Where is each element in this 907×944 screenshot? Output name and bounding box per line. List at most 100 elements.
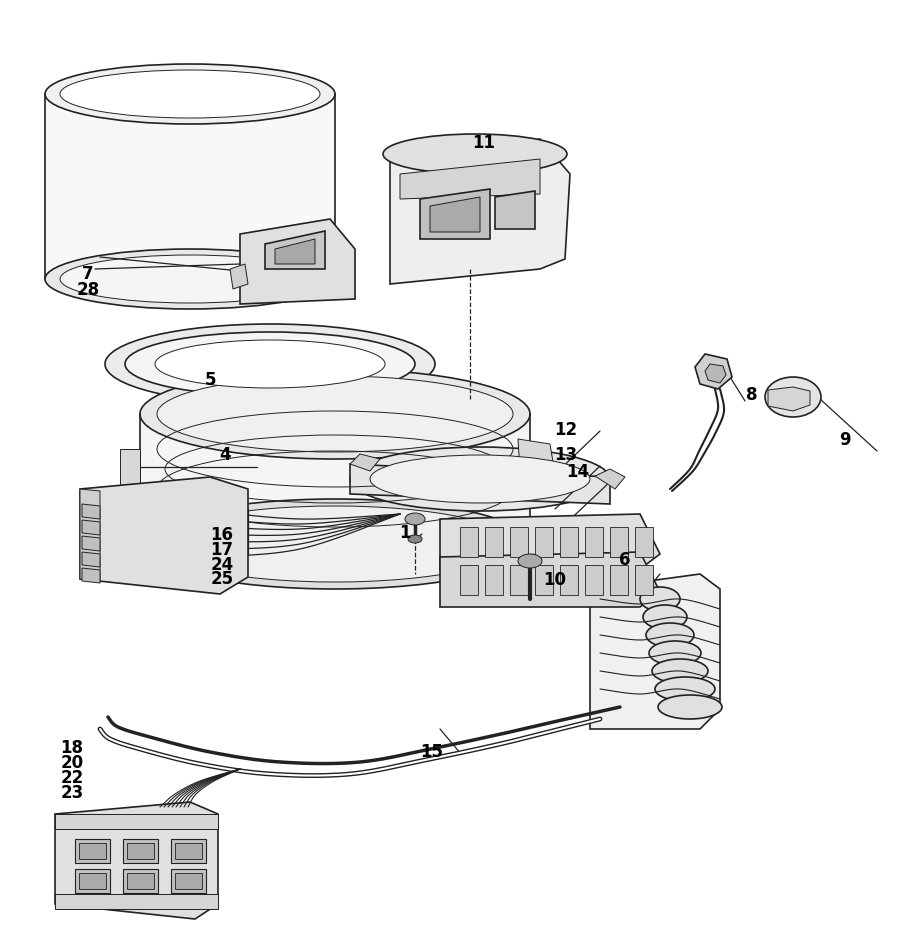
Text: 6: 6: [619, 550, 630, 568]
Text: 18: 18: [61, 738, 83, 756]
Ellipse shape: [765, 378, 821, 417]
Ellipse shape: [350, 447, 610, 512]
Ellipse shape: [655, 677, 715, 701]
Ellipse shape: [405, 514, 425, 526]
Polygon shape: [275, 240, 315, 264]
Text: 1: 1: [399, 523, 411, 542]
Ellipse shape: [383, 135, 567, 175]
Ellipse shape: [370, 456, 590, 503]
Text: 23: 23: [61, 784, 83, 801]
Polygon shape: [460, 528, 478, 557]
Polygon shape: [590, 574, 720, 729]
Text: 7: 7: [83, 264, 93, 282]
Polygon shape: [230, 264, 248, 290]
Polygon shape: [82, 536, 100, 551]
Polygon shape: [485, 528, 503, 557]
Polygon shape: [460, 565, 478, 596]
Polygon shape: [123, 839, 158, 863]
Ellipse shape: [408, 535, 422, 544]
Ellipse shape: [45, 65, 335, 125]
Ellipse shape: [140, 370, 530, 460]
Text: 4: 4: [219, 446, 230, 464]
Polygon shape: [495, 192, 535, 229]
Ellipse shape: [157, 507, 513, 582]
Polygon shape: [55, 814, 218, 829]
Ellipse shape: [658, 696, 722, 719]
Polygon shape: [485, 565, 503, 596]
Polygon shape: [560, 565, 578, 596]
Polygon shape: [510, 528, 528, 557]
Polygon shape: [82, 552, 100, 567]
Polygon shape: [240, 220, 355, 305]
Text: 16: 16: [210, 526, 233, 544]
Polygon shape: [55, 894, 218, 909]
Text: 22: 22: [61, 768, 83, 786]
Text: 5: 5: [204, 371, 216, 389]
Ellipse shape: [640, 587, 680, 612]
Ellipse shape: [60, 71, 320, 119]
Text: 20: 20: [61, 753, 83, 771]
Text: 25: 25: [210, 569, 234, 587]
Polygon shape: [175, 873, 202, 889]
Polygon shape: [695, 355, 732, 390]
Ellipse shape: [60, 256, 320, 304]
Polygon shape: [80, 490, 100, 582]
Polygon shape: [610, 528, 628, 557]
Polygon shape: [175, 843, 202, 859]
Polygon shape: [265, 232, 325, 270]
Polygon shape: [79, 843, 106, 859]
Polygon shape: [79, 873, 106, 889]
Ellipse shape: [518, 554, 542, 568]
Polygon shape: [430, 198, 480, 233]
Text: 11: 11: [473, 134, 495, 152]
Polygon shape: [80, 478, 248, 595]
Polygon shape: [440, 552, 660, 607]
Text: 13: 13: [554, 446, 578, 464]
Polygon shape: [768, 388, 810, 412]
Polygon shape: [610, 565, 628, 596]
Polygon shape: [420, 190, 490, 240]
Text: 24: 24: [210, 555, 234, 573]
Text: 10: 10: [543, 570, 567, 588]
Polygon shape: [140, 414, 530, 545]
Text: 9: 9: [839, 430, 851, 448]
Polygon shape: [350, 464, 610, 504]
Ellipse shape: [140, 499, 530, 589]
Polygon shape: [585, 528, 603, 557]
Ellipse shape: [646, 623, 694, 648]
Text: 15: 15: [421, 742, 444, 760]
Polygon shape: [585, 565, 603, 596]
Polygon shape: [560, 528, 578, 557]
Polygon shape: [390, 140, 570, 285]
Ellipse shape: [125, 332, 415, 396]
Polygon shape: [82, 520, 100, 535]
Polygon shape: [635, 528, 653, 557]
Polygon shape: [400, 160, 540, 200]
Ellipse shape: [649, 641, 701, 666]
Polygon shape: [55, 802, 218, 919]
Ellipse shape: [155, 341, 385, 389]
Text: 8: 8: [746, 385, 757, 404]
Ellipse shape: [157, 377, 513, 452]
Polygon shape: [635, 565, 653, 596]
Polygon shape: [127, 843, 154, 859]
Ellipse shape: [105, 325, 435, 405]
Polygon shape: [127, 873, 154, 889]
Polygon shape: [440, 514, 660, 569]
Text: 17: 17: [210, 540, 234, 559]
Ellipse shape: [652, 659, 708, 683]
Polygon shape: [535, 528, 553, 557]
Text: 12: 12: [554, 421, 578, 439]
Polygon shape: [82, 504, 100, 519]
Polygon shape: [171, 869, 206, 893]
Polygon shape: [82, 568, 100, 583]
Polygon shape: [535, 565, 553, 596]
Polygon shape: [120, 449, 140, 490]
Ellipse shape: [643, 605, 687, 630]
Polygon shape: [123, 869, 158, 893]
Polygon shape: [705, 364, 726, 383]
Polygon shape: [595, 469, 625, 490]
Polygon shape: [510, 565, 528, 596]
Polygon shape: [45, 95, 335, 279]
Polygon shape: [518, 440, 555, 475]
